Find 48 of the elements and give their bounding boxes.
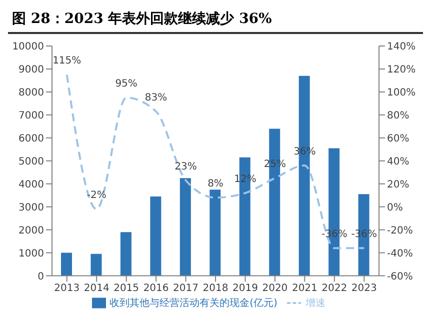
y2-tick-label: 0% [387,202,403,214]
x-tick-label: 2022 [322,282,348,294]
y2-tick-label: 80% [387,110,410,122]
y2-tick-label: 120% [387,64,416,76]
data-label: 95% [115,78,138,90]
y-tick-label: 0 [38,271,44,282]
x-tick-label: 2020 [262,282,288,294]
x-tick-label: 2021 [292,282,318,294]
y2-tick-label: 40% [387,156,410,168]
x-tick-label: 2015 [114,282,140,294]
bar [180,178,191,276]
y2-tick-label: 20% [387,179,410,190]
y-tick-label: 1000 [18,248,44,260]
y-tick-label: 10000 [12,42,44,53]
y-tick-label: 8000 [18,87,44,98]
y-tick-label: 5000 [18,156,44,168]
data-label: 115% [52,56,82,67]
x-tick-label: 2017 [173,282,198,294]
y-tick-label: 9000 [18,64,44,76]
bar [120,232,132,276]
bar [150,196,162,276]
y2-tick-label: 60% [387,133,410,144]
x-tick-label: 2016 [143,282,169,294]
chart-title: 图 28：2023 年表外回款继续减少 36% [8,8,423,34]
legend-label: 增速 [305,298,326,309]
x-tick-label: 2023 [351,282,377,294]
data-label: -2% [86,190,106,202]
y2-tick-label: -60% [387,271,413,282]
y-tick-label: 7000 [18,110,44,122]
x-tick-label: 2019 [232,282,258,294]
y2-tick-label: 100% [387,87,416,98]
y-tick-label: 4000 [18,179,44,190]
y-tick-label: 3000 [18,202,44,214]
data-label: 8% [208,178,224,190]
data-label: 83% [144,92,168,104]
x-tick-label: 2013 [54,282,80,294]
y2-tick-label: -40% [387,248,413,260]
y-tick-label: 6000 [18,133,44,144]
bar [61,252,72,276]
bar [90,254,102,276]
legend-label: 收到其他与经营活动有关的现金(亿元) [110,298,278,309]
bar [210,190,221,276]
x-tick-label: 2018 [202,282,228,294]
y2-tick-label: 140% [387,42,416,53]
y2-tick-label: -20% [387,225,413,236]
data-label: 23% [174,161,197,172]
y-tick-label: 2000 [18,225,44,236]
x-tick-label: 2014 [84,282,110,294]
